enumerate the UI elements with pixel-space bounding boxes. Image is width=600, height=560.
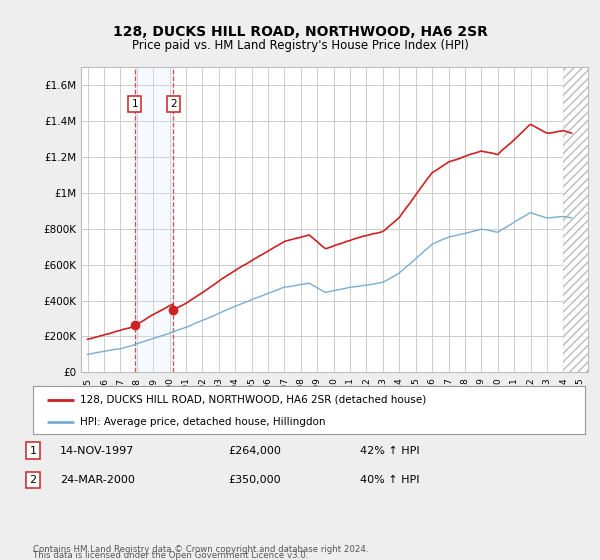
Text: 2: 2 xyxy=(29,475,37,485)
Text: £350,000: £350,000 xyxy=(228,475,281,485)
Text: HPI: Average price, detached house, Hillingdon: HPI: Average price, detached house, Hill… xyxy=(80,417,325,427)
Text: 2: 2 xyxy=(170,99,176,109)
Bar xyxy=(134,67,173,372)
Text: Contains HM Land Registry data © Crown copyright and database right 2024.: Contains HM Land Registry data © Crown c… xyxy=(33,545,368,554)
Text: 1: 1 xyxy=(131,99,138,109)
Text: 128, DUCKS HILL ROAD, NORTHWOOD, HA6 2SR: 128, DUCKS HILL ROAD, NORTHWOOD, HA6 2SR xyxy=(113,25,487,39)
Text: 1: 1 xyxy=(29,446,37,456)
Text: Price paid vs. HM Land Registry's House Price Index (HPI): Price paid vs. HM Land Registry's House … xyxy=(131,39,469,52)
Bar xyxy=(563,67,588,372)
Text: This data is licensed under the Open Government Licence v3.0.: This data is licensed under the Open Gov… xyxy=(33,551,308,560)
Text: 14-NOV-1997: 14-NOV-1997 xyxy=(60,446,134,456)
Text: 24-MAR-2000: 24-MAR-2000 xyxy=(60,475,135,485)
Text: 42% ↑ HPI: 42% ↑ HPI xyxy=(360,446,419,456)
Text: 128, DUCKS HILL ROAD, NORTHWOOD, HA6 2SR (detached house): 128, DUCKS HILL ROAD, NORTHWOOD, HA6 2SR… xyxy=(80,395,426,405)
Bar xyxy=(563,67,588,372)
Text: £264,000: £264,000 xyxy=(228,446,281,456)
Text: 40% ↑ HPI: 40% ↑ HPI xyxy=(360,475,419,485)
